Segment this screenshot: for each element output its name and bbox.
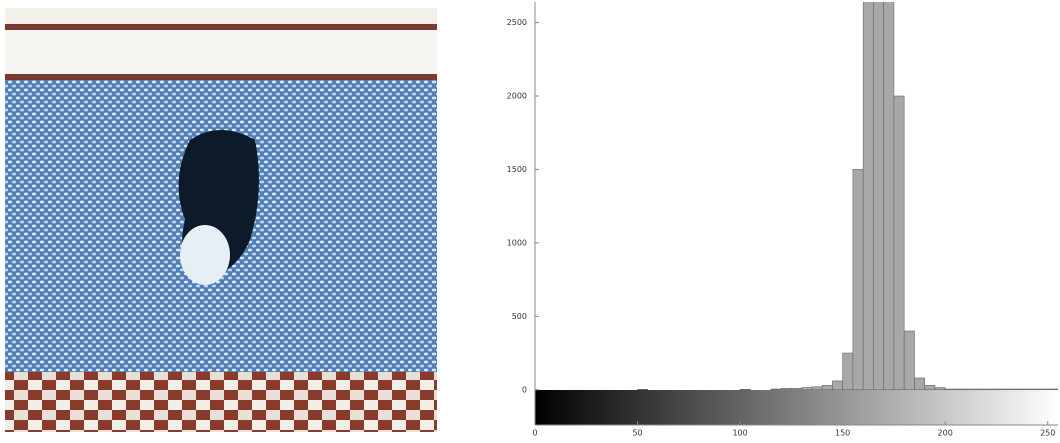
- bar: [853, 169, 863, 389]
- x-tick-label: 50: [632, 429, 642, 438]
- bar: [1048, 389, 1058, 390]
- photo: [5, 8, 437, 432]
- y-tick-label: 1500: [507, 165, 527, 174]
- bar: [791, 388, 801, 389]
- bar: [884, 0, 894, 390]
- y-tick-label: 0: [522, 385, 527, 394]
- x-tick-label: 200: [938, 429, 953, 438]
- x-tick-label: 150: [835, 429, 850, 438]
- bar: [976, 389, 986, 390]
- y-tick-label: 2000: [507, 92, 527, 101]
- x-tick-label: 0: [532, 429, 537, 438]
- bar: [822, 385, 832, 389]
- x-tick-label: 100: [732, 429, 747, 438]
- bar: [904, 331, 914, 390]
- bar: [1027, 389, 1037, 390]
- bar: [781, 388, 791, 389]
- bar: [955, 389, 965, 390]
- bar: [771, 389, 781, 390]
- x-tick-label: 250: [1040, 429, 1055, 438]
- bar: [945, 389, 955, 390]
- bar: [1037, 389, 1047, 390]
- bar: [996, 389, 1006, 390]
- bar: [843, 353, 853, 390]
- bar: [986, 389, 996, 390]
- y-tick-label: 500: [512, 312, 527, 321]
- bar: [935, 388, 945, 390]
- y-tick-label: 1000: [507, 238, 527, 247]
- y-tick-label: 2500: [507, 18, 527, 27]
- bar: [1017, 389, 1027, 390]
- bar: [802, 388, 812, 390]
- bar: [966, 389, 976, 390]
- bar: [832, 381, 842, 390]
- bar: [894, 96, 904, 390]
- bar: [812, 387, 822, 390]
- bar: [873, 0, 883, 390]
- bar: [925, 385, 935, 389]
- bar: [1007, 389, 1017, 390]
- bar: [863, 0, 873, 390]
- colorbar: [535, 390, 1058, 425]
- bar: [914, 378, 924, 390]
